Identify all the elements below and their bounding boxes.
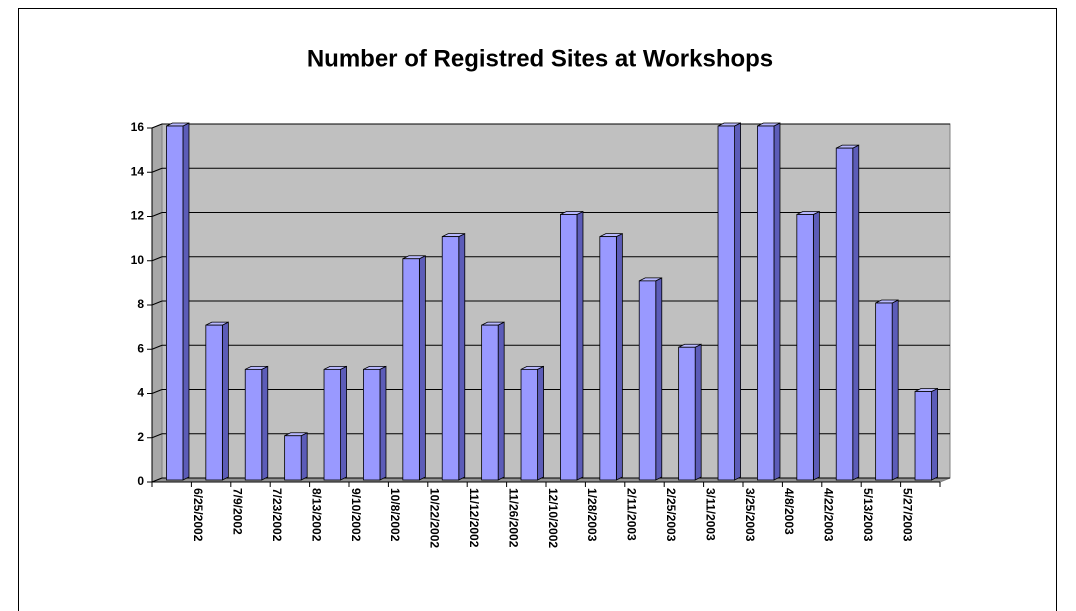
bar-side (734, 122, 741, 481)
bar-side (418, 255, 426, 481)
y-tick-label: 14 (131, 164, 145, 178)
x-tick-label: 9/10/2002 (349, 488, 363, 542)
bar-side (773, 122, 781, 481)
y-tick-label: 4 (137, 386, 144, 400)
bar-side (931, 387, 938, 481)
x-tick-label: 7/23/2002 (270, 488, 284, 542)
grid-line-side (151, 167, 163, 173)
y-tick-label: 16 (131, 120, 145, 134)
bar-side (891, 299, 899, 481)
bar-side (261, 365, 269, 481)
bar (481, 324, 499, 481)
x-tick-label: 5/13/2003 (861, 488, 875, 542)
bar-side (576, 210, 584, 481)
y-tick-label: 8 (137, 297, 144, 311)
y-tick-label: 10 (131, 253, 145, 267)
x-tick-label: 11/26/2002 (506, 488, 520, 548)
bar-side (694, 343, 702, 481)
bar (363, 368, 381, 481)
bar (678, 346, 696, 481)
bar-side (655, 277, 663, 481)
bar-side (852, 144, 860, 481)
bar (835, 147, 854, 481)
bar (205, 324, 223, 481)
x-tick-label: 7/9/2002 (231, 488, 245, 535)
bar (402, 258, 420, 481)
bar (717, 125, 735, 481)
x-tick-label: 10/22/2002 (428, 488, 442, 548)
bar (914, 391, 932, 481)
bar-side (221, 321, 229, 481)
bar-side (812, 210, 820, 481)
grid-line-side (151, 123, 163, 129)
x-tick-label: 2/25/2003 (664, 488, 678, 542)
x-tick-label: 4/8/2003 (782, 488, 796, 535)
grid-line-side (151, 344, 163, 350)
y-tick-label: 2 (137, 430, 144, 444)
x-tick-label: 6/25/2002 (191, 488, 205, 542)
bar (244, 368, 263, 481)
x-tick-label: 8/13/2002 (309, 488, 323, 542)
x-tick-label: 12/10/2002 (546, 488, 560, 548)
y-tick-label: 12 (131, 209, 145, 223)
y-tick-label: 6 (137, 341, 144, 355)
x-tick-label: 5/27/2003 (900, 488, 914, 542)
bar (166, 125, 184, 481)
bar-side (537, 365, 544, 481)
x-tick-label: 2/11/2003 (625, 488, 639, 541)
bar-side (300, 432, 308, 481)
bar (638, 280, 657, 481)
floor (151, 477, 951, 483)
bar-side (497, 321, 505, 481)
grid-line-side (151, 433, 163, 439)
x-tick-label: 4/22/2003 (822, 488, 836, 542)
bar-side (379, 365, 387, 481)
grid-line-side (151, 256, 163, 262)
bar (599, 236, 617, 481)
bar-side (340, 365, 347, 481)
grid-line-side (151, 212, 163, 217)
bar (757, 125, 775, 481)
x-tick-label: 3/25/2003 (743, 488, 757, 542)
bar-side (182, 122, 190, 481)
grid-line-side (151, 477, 163, 483)
bar (323, 368, 341, 481)
bar (520, 368, 538, 481)
bar-side (615, 232, 623, 481)
bar (441, 236, 460, 481)
bar-side (458, 232, 466, 481)
grid-line-side (151, 389, 163, 394)
x-tick-label: 11/12/2002 (467, 488, 481, 548)
chart-title: Number of Registred Sites at Workshops (307, 45, 773, 72)
bar (560, 214, 578, 481)
x-tick-label: 1/28/2003 (585, 488, 599, 542)
grid-line-side (151, 300, 163, 306)
x-tick-label: 10/8/2002 (388, 488, 402, 542)
bar (875, 302, 893, 481)
x-tick-label: 3/11/2003 (703, 488, 717, 541)
y-tick-label: 0 (137, 474, 144, 488)
bar (796, 214, 814, 481)
bar (284, 435, 302, 481)
